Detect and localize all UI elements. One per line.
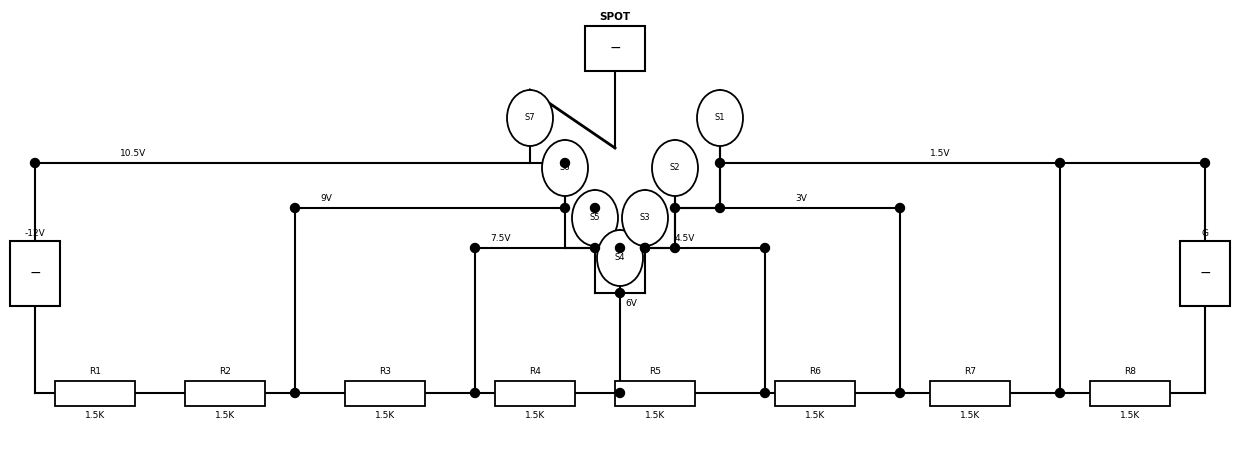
Text: 1.5K: 1.5K: [374, 410, 396, 419]
Text: −: −: [30, 266, 41, 280]
Text: S2: S2: [670, 164, 681, 173]
Text: 1.5K: 1.5K: [805, 410, 825, 419]
Circle shape: [671, 244, 680, 252]
Bar: [1090, 381, 1171, 405]
Bar: [585, 25, 645, 71]
Circle shape: [31, 159, 40, 168]
Circle shape: [760, 244, 770, 252]
Circle shape: [715, 203, 724, 212]
Text: R3: R3: [379, 367, 391, 376]
Circle shape: [641, 244, 650, 252]
Text: 1.5K: 1.5K: [645, 410, 665, 419]
Circle shape: [615, 389, 625, 397]
Ellipse shape: [572, 190, 618, 246]
Text: 1.5K: 1.5K: [960, 410, 980, 419]
Text: R4: R4: [529, 367, 541, 376]
Bar: [185, 381, 265, 405]
Circle shape: [1055, 159, 1064, 168]
Text: S4: S4: [615, 254, 625, 262]
Bar: [615, 381, 694, 405]
Circle shape: [615, 244, 625, 252]
Circle shape: [641, 244, 650, 252]
Circle shape: [560, 159, 569, 168]
Circle shape: [470, 389, 480, 397]
Text: 1.5K: 1.5K: [84, 410, 105, 419]
Circle shape: [671, 203, 680, 212]
Text: 7.5V: 7.5V: [490, 234, 511, 243]
Text: R2: R2: [219, 367, 231, 376]
Circle shape: [715, 159, 724, 168]
Text: R8: R8: [1123, 367, 1136, 376]
Bar: [495, 381, 575, 405]
Text: R5: R5: [649, 367, 661, 376]
Text: 1.5K: 1.5K: [1120, 410, 1140, 419]
Text: S5: S5: [590, 213, 600, 222]
Ellipse shape: [507, 90, 553, 146]
Text: −: −: [1199, 266, 1210, 280]
Circle shape: [895, 389, 904, 397]
Bar: [55, 381, 135, 405]
Text: 6V: 6V: [625, 299, 637, 308]
Text: −: −: [609, 41, 621, 55]
Bar: [345, 381, 425, 405]
Ellipse shape: [542, 140, 588, 196]
Bar: [1180, 241, 1230, 305]
Ellipse shape: [697, 90, 743, 146]
Circle shape: [560, 203, 569, 212]
Text: 10.5V: 10.5V: [120, 149, 146, 158]
Text: 1.5V: 1.5V: [930, 149, 951, 158]
Text: SPOT: SPOT: [599, 13, 631, 23]
Text: 9V: 9V: [320, 194, 332, 203]
Text: R1: R1: [89, 367, 100, 376]
Text: 1.5K: 1.5K: [525, 410, 546, 419]
Circle shape: [895, 203, 904, 212]
Circle shape: [290, 203, 300, 212]
Text: S7: S7: [525, 114, 536, 122]
Text: 4.5V: 4.5V: [675, 234, 696, 243]
Ellipse shape: [622, 190, 668, 246]
Circle shape: [760, 389, 770, 397]
Circle shape: [470, 244, 480, 252]
Text: R7: R7: [963, 367, 976, 376]
Text: S6: S6: [559, 164, 570, 173]
Circle shape: [290, 389, 300, 397]
Text: -12V: -12V: [25, 228, 46, 237]
Circle shape: [615, 289, 625, 298]
Text: 1.5K: 1.5K: [215, 410, 236, 419]
Bar: [775, 381, 856, 405]
Ellipse shape: [596, 230, 644, 286]
Text: G: G: [1202, 228, 1209, 237]
Circle shape: [590, 203, 599, 212]
Text: S3: S3: [640, 213, 650, 222]
Text: S1: S1: [714, 114, 725, 122]
Circle shape: [590, 244, 599, 252]
Circle shape: [1200, 159, 1209, 168]
Circle shape: [1055, 389, 1064, 397]
Ellipse shape: [652, 140, 698, 196]
Text: R6: R6: [808, 367, 821, 376]
Text: 3V: 3V: [795, 194, 807, 203]
Bar: [10, 241, 60, 305]
Bar: [930, 381, 1011, 405]
